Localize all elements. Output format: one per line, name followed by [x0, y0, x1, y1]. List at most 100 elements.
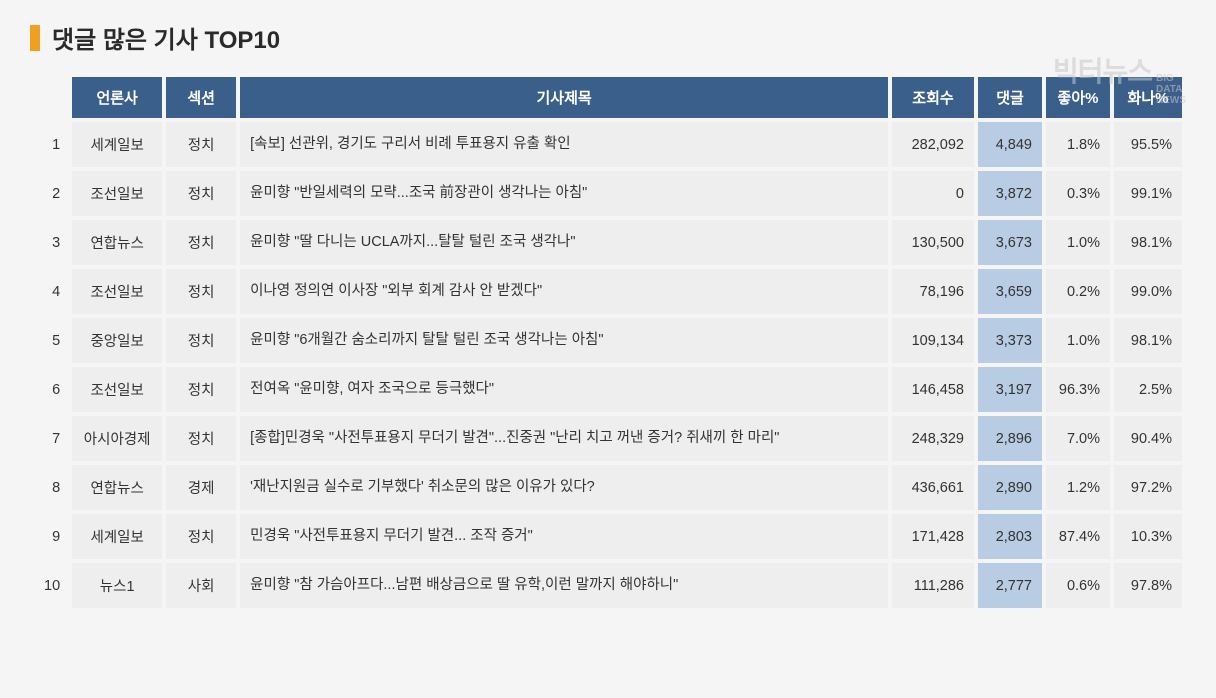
table-row: 3연합뉴스정치윤미향 "딸 다니는 UCLA까지...탈탈 털린 조국 생각나"…	[34, 220, 1182, 265]
cell-article: '재난지원금 실수로 기부했다' 취소문의 많은 이유가 있다?	[240, 465, 888, 510]
cell-press: 조선일보	[72, 171, 162, 216]
cell-like: 0.3%	[1046, 171, 1110, 216]
cell-views: 248,329	[892, 416, 974, 461]
cell-article: [종합]민경욱 "사전투표용지 무더기 발견"...진중권 "난리 치고 꺼낸 …	[240, 416, 888, 461]
col-press: 언론사	[72, 77, 162, 118]
cell-rank: 1	[34, 122, 68, 167]
table-row: 6조선일보정치전여옥 "윤미향, 여자 조국으로 등극했다"146,4583,1…	[34, 367, 1182, 412]
table-row: 8연합뉴스경제'재난지원금 실수로 기부했다' 취소문의 많은 이유가 있다?4…	[34, 465, 1182, 510]
articles-table: 언론사 섹션 기사제목 조회수 댓글 좋아% 화나% 1세계일보정치[속보] 선…	[30, 73, 1186, 612]
cell-like: 1.0%	[1046, 220, 1110, 265]
table-row: 1세계일보정치[속보] 선관위, 경기도 구리서 비례 투표용지 유출 확인28…	[34, 122, 1182, 167]
cell-section: 정치	[166, 122, 236, 167]
cell-rank: 7	[34, 416, 68, 461]
cell-like: 1.8%	[1046, 122, 1110, 167]
cell-comments: 3,197	[978, 367, 1042, 412]
cell-press: 연합뉴스	[72, 465, 162, 510]
cell-comments: 2,896	[978, 416, 1042, 461]
cell-section: 정치	[166, 367, 236, 412]
cell-angry: 99.1%	[1114, 171, 1182, 216]
cell-like: 0.2%	[1046, 269, 1110, 314]
col-rank	[34, 77, 68, 118]
table-header-row: 언론사 섹션 기사제목 조회수 댓글 좋아% 화나%	[34, 77, 1182, 118]
cell-article: 민경욱 "사전투표용지 무더기 발견... 조작 증거"	[240, 514, 888, 559]
cell-rank: 10	[34, 563, 68, 608]
title-accent-bar	[30, 25, 40, 51]
cell-article: 윤미향 "참 가슴아프다...남편 배상금으로 딸 유학,이런 말까지 해야하니…	[240, 563, 888, 608]
cell-section: 사회	[166, 563, 236, 608]
page-title-wrap: 댓글 많은 기사 TOP10	[30, 20, 1186, 55]
cell-article: 윤미향 "딸 다니는 UCLA까지...탈탈 털린 조국 생각나"	[240, 220, 888, 265]
cell-rank: 6	[34, 367, 68, 412]
cell-press: 뉴스1	[72, 563, 162, 608]
cell-comments: 3,659	[978, 269, 1042, 314]
cell-angry: 90.4%	[1114, 416, 1182, 461]
cell-comments: 2,777	[978, 563, 1042, 608]
cell-angry: 95.5%	[1114, 122, 1182, 167]
cell-views: 171,428	[892, 514, 974, 559]
cell-comments: 3,673	[978, 220, 1042, 265]
cell-rank: 3	[34, 220, 68, 265]
cell-article: [속보] 선관위, 경기도 구리서 비례 투표용지 유출 확인	[240, 122, 888, 167]
cell-views: 109,134	[892, 318, 974, 363]
cell-rank: 5	[34, 318, 68, 363]
cell-views: 78,196	[892, 269, 974, 314]
table-row: 10뉴스1사회윤미향 "참 가슴아프다...남편 배상금으로 딸 유학,이런 말…	[34, 563, 1182, 608]
cell-section: 정치	[166, 269, 236, 314]
col-comments: 댓글	[978, 77, 1042, 118]
cell-angry: 97.2%	[1114, 465, 1182, 510]
table-row: 5중앙일보정치윤미향 "6개월간 숨소리까지 탈탈 털린 조국 생각나는 아침"…	[34, 318, 1182, 363]
cell-press: 조선일보	[72, 269, 162, 314]
cell-like: 87.4%	[1046, 514, 1110, 559]
cell-section: 정치	[166, 171, 236, 216]
table-row: 7아시아경제정치[종합]민경욱 "사전투표용지 무더기 발견"...진중권 "난…	[34, 416, 1182, 461]
cell-views: 111,286	[892, 563, 974, 608]
cell-article: 윤미향 "6개월간 숨소리까지 탈탈 털린 조국 생각나는 아침"	[240, 318, 888, 363]
cell-like: 1.2%	[1046, 465, 1110, 510]
cell-angry: 98.1%	[1114, 220, 1182, 265]
cell-like: 7.0%	[1046, 416, 1110, 461]
cell-comments: 3,872	[978, 171, 1042, 216]
cell-comments: 4,849	[978, 122, 1042, 167]
cell-rank: 8	[34, 465, 68, 510]
cell-press: 세계일보	[72, 514, 162, 559]
cell-section: 경제	[166, 465, 236, 510]
col-views: 조회수	[892, 77, 974, 118]
cell-rank: 4	[34, 269, 68, 314]
cell-angry: 2.5%	[1114, 367, 1182, 412]
cell-views: 436,661	[892, 465, 974, 510]
watermark-sub: BIG DATA NEWS	[1156, 73, 1186, 106]
col-article: 기사제목	[240, 77, 888, 118]
cell-like: 96.3%	[1046, 367, 1110, 412]
cell-section: 정치	[166, 220, 236, 265]
cell-views: 0	[892, 171, 974, 216]
cell-section: 정치	[166, 416, 236, 461]
cell-angry: 97.8%	[1114, 563, 1182, 608]
cell-press: 조선일보	[72, 367, 162, 412]
cell-section: 정치	[166, 514, 236, 559]
cell-comments: 2,890	[978, 465, 1042, 510]
table-row: 2조선일보정치윤미향 "반일세력의 모략...조국 前장관이 생각나는 아침"0…	[34, 171, 1182, 216]
cell-article: 윤미향 "반일세력의 모략...조국 前장관이 생각나는 아침"	[240, 171, 888, 216]
cell-article: 전여옥 "윤미향, 여자 조국으로 등극했다"	[240, 367, 888, 412]
cell-angry: 99.0%	[1114, 269, 1182, 314]
table-row: 9세계일보정치민경욱 "사전투표용지 무더기 발견... 조작 증거"171,4…	[34, 514, 1182, 559]
watermark: 빅터뉴스 BIG DATA NEWS	[1053, 50, 1186, 106]
cell-press: 중앙일보	[72, 318, 162, 363]
cell-views: 146,458	[892, 367, 974, 412]
cell-section: 정치	[166, 318, 236, 363]
cell-press: 연합뉴스	[72, 220, 162, 265]
cell-rank: 9	[34, 514, 68, 559]
cell-press: 세계일보	[72, 122, 162, 167]
table-row: 4조선일보정치이나영 정의연 이사장 "외부 회계 감사 안 받겠다"78,19…	[34, 269, 1182, 314]
cell-like: 1.0%	[1046, 318, 1110, 363]
cell-like: 0.6%	[1046, 563, 1110, 608]
cell-angry: 10.3%	[1114, 514, 1182, 559]
watermark-main: 빅터뉴스	[1053, 50, 1152, 90]
page-title: 댓글 많은 기사 TOP10	[52, 20, 280, 55]
col-section: 섹션	[166, 77, 236, 118]
cell-angry: 98.1%	[1114, 318, 1182, 363]
cell-views: 130,500	[892, 220, 974, 265]
cell-comments: 3,373	[978, 318, 1042, 363]
cell-article: 이나영 정의연 이사장 "외부 회계 감사 안 받겠다"	[240, 269, 888, 314]
